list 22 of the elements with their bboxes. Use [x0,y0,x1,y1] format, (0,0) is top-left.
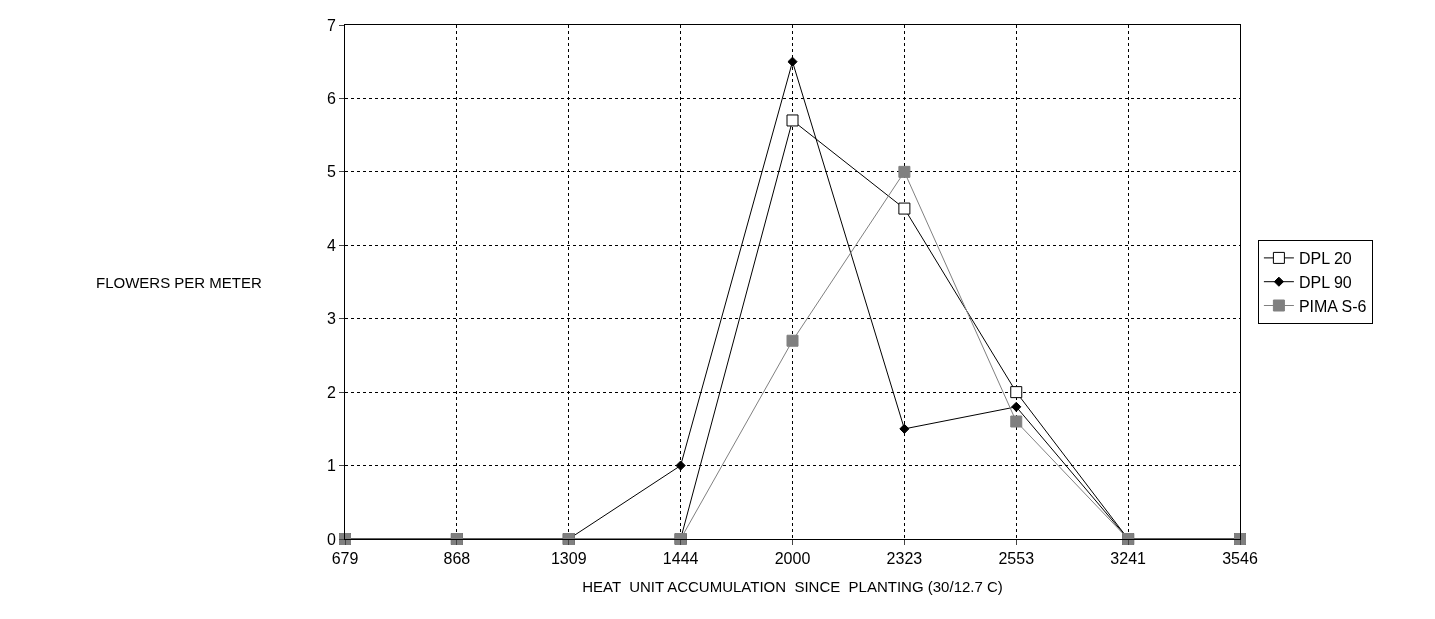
y-tick-label: 1 [326,457,336,475]
y-tick-label: 4 [326,236,336,254]
x-tick-label: 3241 [1110,550,1147,568]
y-tick-label: 0 [326,530,336,548]
x-tick-label: 2553 [998,550,1035,568]
x-tick-label: 1444 [662,550,699,568]
x-tick-label: 679 [331,550,359,568]
y-axis-title: FLOWERS PER METER [96,274,263,291]
y-tick-label: 6 [326,90,336,108]
legend-label: DPL 90 [1298,273,1352,291]
x-tick-label: 868 [443,550,471,568]
y-tick-label: 7 [326,16,336,34]
x-tick-label: 1309 [550,550,587,568]
y-tick-label: 5 [326,163,336,181]
y-tick-label: 3 [326,310,336,328]
legend-label: PIMA S-6 [1298,297,1367,315]
x-axis-title: HEAT UNIT ACCUMULATION SINCE PLANTING (30/12.7 C) [582,578,1003,596]
x-tick-label: 3546 [1222,550,1258,568]
y-tick-label: 2 [326,383,336,401]
x-tick-label: 2323 [886,550,923,568]
legend-label: DPL 20 [1298,250,1352,268]
x-tick-label: 2000 [774,550,811,568]
